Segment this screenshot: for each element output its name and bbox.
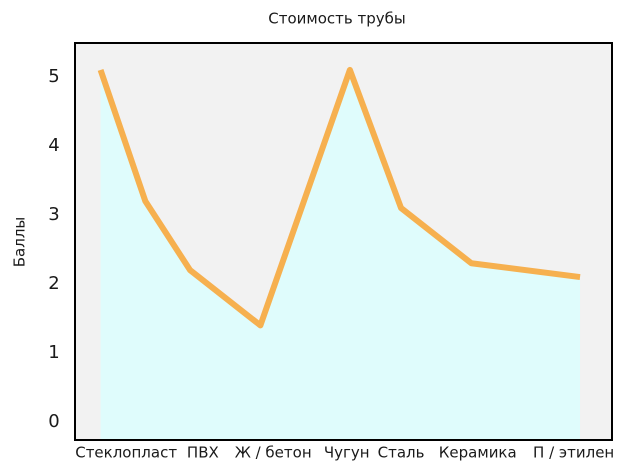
x-tick-label: Стеклопласт [75,444,177,462]
y-axis-label: Баллы [11,217,29,268]
y-tick-label: 3 [48,204,59,225]
x-tick-label: Сталь [378,444,425,462]
x-tick-label: П / этилен [533,444,614,462]
area [100,69,581,441]
x-tick-label: ПВХ [187,444,219,462]
x-tick-label: Чугун [324,444,370,462]
chart-title: Стоимость трубы [268,10,405,28]
plot-border [74,42,613,441]
y-tick-label: 1 [48,342,59,363]
x-tick-label: Ж / бетон [235,444,312,462]
y-tick-label: 0 [48,411,59,432]
line [97,66,581,329]
y-tick-label: 2 [48,273,59,294]
y-tick-label: 5 [48,66,59,87]
x-tick-label: Керамика [439,444,517,462]
y-tick-label: 4 [48,135,59,156]
